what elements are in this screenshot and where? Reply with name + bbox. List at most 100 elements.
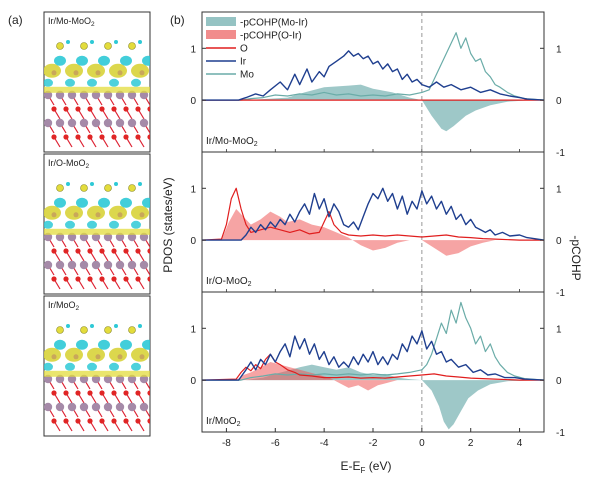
mo-atom	[139, 232, 149, 242]
subplot-frame	[201, 291, 545, 433]
o-atom	[51, 134, 57, 140]
mo-atom	[55, 260, 65, 270]
left-tick-label: 1	[190, 184, 196, 195]
o-atom	[123, 390, 129, 396]
o-atom	[135, 390, 141, 396]
mo-atom	[115, 402, 125, 412]
o-atom	[51, 390, 57, 396]
legend-label: -pCOHP(Mo-Ir)	[240, 18, 308, 29]
charge-accumulation	[65, 205, 83, 220]
x-tick-label: 4	[517, 438, 523, 449]
charge-accumulation	[109, 205, 127, 220]
o-atom	[99, 248, 105, 254]
o-atom	[123, 276, 129, 282]
charge-accumulation	[65, 347, 83, 362]
mo-atom	[67, 118, 77, 128]
pdos-plot: 1 0 1 0 -1 Ir/Mo-MoO2 1 0 1 0 -1 Ir/O-MoO2 1 0 1 0 -1 Ir/…	[190, 11, 565, 449]
right-tick-label: -1	[556, 428, 565, 439]
charge-depletion	[76, 339, 88, 350]
right-tick-label: 1	[556, 44, 562, 55]
mo-atom	[91, 90, 101, 100]
o-atom	[75, 134, 81, 140]
x-tick-label: -8	[222, 438, 231, 449]
mo-atom	[91, 260, 101, 270]
o-atom	[75, 276, 81, 282]
right-tick-label: 0	[556, 96, 562, 107]
legend-item: -pCOHP(O-Ir)	[206, 30, 302, 42]
o-atom	[111, 248, 117, 254]
left-tick-label: 1	[190, 44, 196, 55]
mo-atom	[44, 260, 53, 270]
mo-atom	[127, 260, 137, 270]
mo-atom	[91, 232, 101, 242]
charge-accumulation	[44, 63, 61, 78]
legend-label: Mo	[240, 70, 254, 81]
mo-atom	[91, 374, 101, 384]
legend-label: Ir	[240, 57, 247, 68]
legend-item: Mo	[206, 70, 254, 81]
left-tick-label: 1	[190, 324, 196, 335]
o-atom	[75, 418, 81, 424]
panel-a-label: (a)	[8, 13, 23, 27]
y-right-label: -pCOHP	[569, 235, 583, 280]
mo-atom	[79, 118, 89, 128]
mo-atom	[127, 90, 137, 100]
mo-atom	[44, 374, 53, 384]
o-atom	[87, 134, 93, 140]
o-atom	[147, 276, 150, 282]
mo-atom	[127, 402, 137, 412]
charge-accumulation	[44, 347, 61, 362]
mo-atom	[115, 260, 125, 270]
subplot-3: 1 0 1 0 -1 Ir/MoO2 -8 -6 -4 -2 0 2 4	[190, 291, 565, 449]
mo-atom	[103, 90, 113, 100]
mo-atom	[55, 402, 65, 412]
charge-depletion	[120, 197, 132, 208]
o-atom	[63, 418, 69, 424]
charge-accumulation	[131, 205, 149, 220]
mo-pdos-line	[202, 32, 545, 101]
legend: -pCOHP(Mo-Ir) -pCOHP(O-Ir) O Ir Mo	[206, 17, 308, 81]
o-atom	[63, 134, 69, 140]
left-tick-label: 0	[190, 96, 196, 107]
charge-accumulation	[65, 63, 83, 78]
o-atom	[63, 106, 69, 112]
mo-atom	[139, 90, 149, 100]
mo-atom	[79, 402, 89, 412]
subplot-frame	[201, 151, 545, 293]
left-tick-label: 0	[190, 376, 196, 387]
structure-1: Ir/Mo-MoO2	[43, 11, 151, 153]
o-atom	[87, 276, 93, 282]
ir-pdos-line	[202, 330, 545, 381]
charge-depletion	[120, 339, 132, 350]
mo-atom	[79, 232, 89, 242]
mo-atom	[91, 402, 101, 412]
o-atom	[123, 418, 129, 424]
x-axis-label: E-EF (eV)	[341, 459, 392, 475]
o-atom	[135, 276, 141, 282]
subplot-2: 1 0 1 0 -1 Ir/O-MoO2	[190, 151, 565, 299]
right-tick-label: 1	[556, 184, 562, 195]
mo-pdos-line	[202, 301, 545, 381]
structure-3: Ir/MoO2	[43, 295, 151, 437]
cohp-mo-ir-fill	[202, 84, 544, 132]
legend-item: -pCOHP(Mo-Ir)	[206, 17, 308, 29]
charge-accumulation	[87, 205, 105, 220]
o-atom	[147, 248, 150, 254]
mo-atom	[103, 374, 113, 384]
o-atom	[99, 134, 105, 140]
o-atom	[123, 134, 129, 140]
charge-depletion	[98, 55, 110, 66]
o-atom	[111, 134, 117, 140]
o-atom	[99, 106, 105, 112]
mo-atom	[139, 402, 149, 412]
structure-label: Ir/Mo-MoO2	[48, 16, 95, 28]
o-atom	[75, 390, 81, 396]
o-atom	[87, 106, 93, 112]
mo-atom	[103, 232, 113, 242]
mo-atom	[115, 118, 125, 128]
o-atom	[135, 106, 141, 112]
o-pdos-line	[201, 353, 544, 381]
charge-accumulation	[131, 63, 149, 78]
panel-a: Ir/Mo-MoO2 Ir/O-MoO2 Ir/MoO2	[43, 11, 151, 437]
